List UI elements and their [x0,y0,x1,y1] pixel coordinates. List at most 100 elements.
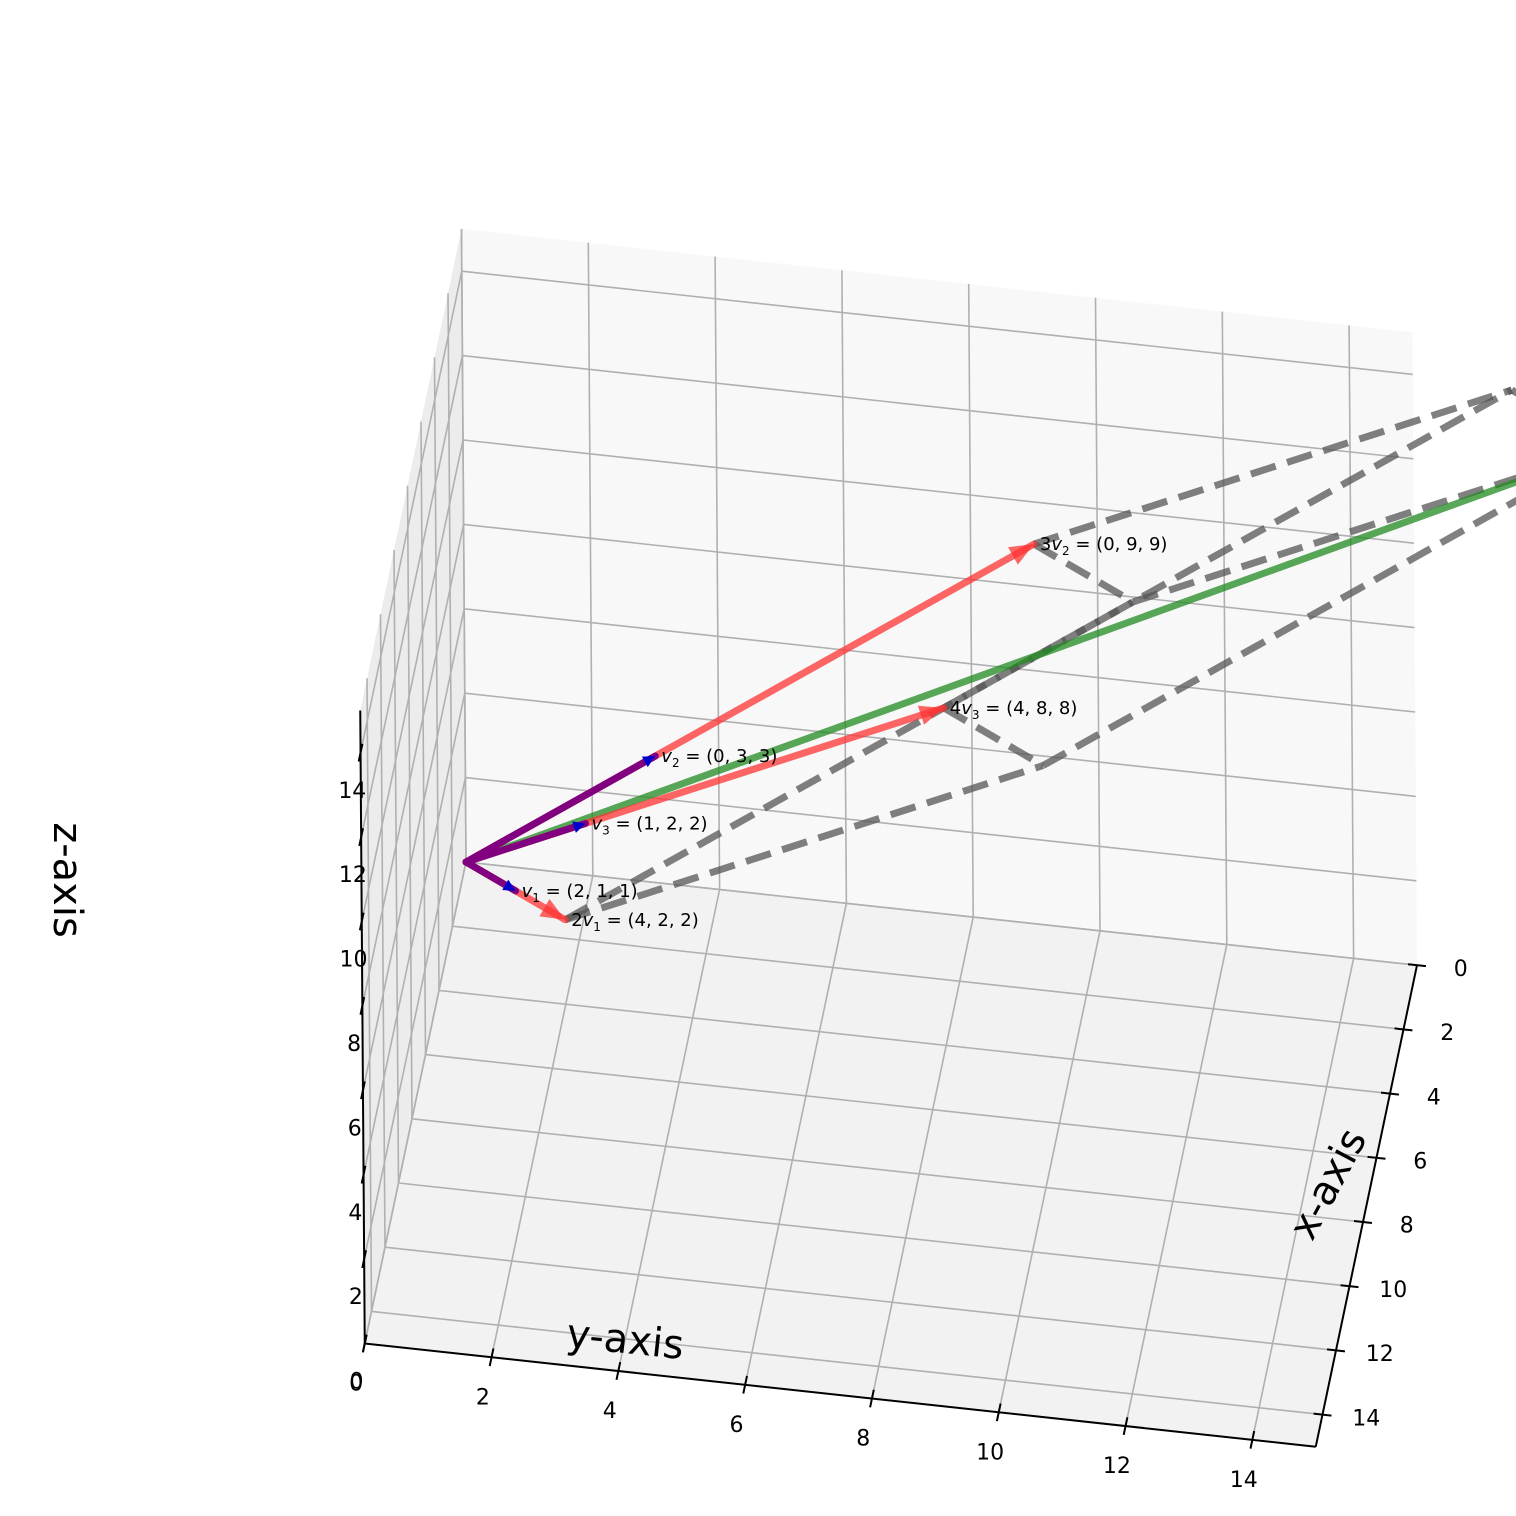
x-axis-line [1314,964,1418,1447]
gridline [461,270,1413,376]
gridline [1348,325,1355,959]
gridline [366,678,373,1312]
gridline [1221,311,1228,945]
gridline [463,523,1415,629]
gridline [464,608,1416,713]
label-2v1: 2v1 = (4, 2, 2) [571,910,699,934]
gridline [462,354,1414,460]
parallelepiped-edge [942,704,1045,769]
gridline [587,242,594,876]
x-tick [1326,1348,1346,1353]
z-tick-label: 0 [350,1370,364,1395]
vectors [462,478,1516,924]
y-tick-label: 14 [1230,1468,1258,1493]
vector-4v3-arrowhead [917,705,944,725]
y-tick [869,1389,875,1408]
gridline [361,524,465,1007]
label-v3: v3 = (1, 2, 2) [591,813,707,837]
parallelepiped-edge [1041,496,1516,769]
x-tick-label: 10 [1379,1278,1407,1303]
vector-v2-arrowhead [641,756,656,768]
y-tick [615,1362,622,1381]
x-tick [1313,1412,1332,1417]
gridline [360,439,464,922]
z-tick-label: 2 [349,1285,363,1310]
gridline [363,861,467,1344]
z-axis-line [359,710,366,1344]
gridline [398,1182,1350,1287]
x-tick [1380,1091,1400,1096]
axis-panes [360,229,1417,1447]
vector-v2 [462,752,659,866]
z-tick-label: 8 [347,1032,361,1057]
parallelepiped-edge [1132,474,1516,606]
gridline [359,271,463,753]
z-tick-label: 4 [348,1201,362,1226]
gridline [464,692,1416,798]
z-tick [359,996,366,1015]
gridline [841,270,848,904]
y-tick [995,1403,1002,1422]
x-tick-label: 0 [1454,957,1468,982]
floor-pane [364,862,1417,1447]
axis-ticks [357,743,1427,1449]
y-tick [1249,1430,1256,1449]
z-tick [361,1334,368,1353]
z-tick [360,1081,366,1100]
y-tick-label: 10 [976,1440,1004,1465]
gridline [362,693,466,1175]
x-tick [1340,1284,1359,1289]
z-tick-label: 14 [338,779,366,804]
gridline [1124,944,1228,1427]
x-tick-label: 12 [1366,1342,1394,1367]
y-tick-label: 6 [730,1413,744,1438]
vector-v1-arrowhead [502,879,516,891]
y-tick-label: 12 [1103,1454,1131,1479]
gridline [411,1118,1364,1223]
gridline [871,916,974,1399]
x-tick-label: 4 [1427,1085,1441,1110]
gridline [379,614,386,1248]
gridline [384,1246,1337,1352]
gridline [452,925,1404,1031]
z-axis-label: z-axis [44,822,90,938]
x-tick [1353,1220,1373,1224]
gridline [462,439,1415,544]
x-tick-label: 6 [1413,1150,1427,1175]
gridline [465,776,1417,882]
gridline [617,889,721,1372]
label-v2: v2 = (0, 3, 3) [661,746,777,770]
x-tick [1407,963,1427,968]
gridline [465,861,1418,966]
y-tick [1122,1417,1129,1436]
gridline [433,357,440,991]
label-v1: v1 = (2, 1, 1) [522,881,638,905]
parallelepiped-edge [1509,386,1516,397]
x-tick-label: 14 [1352,1406,1380,1431]
gridline [460,228,467,863]
gridline [360,355,464,838]
y-tick-label: 2 [476,1385,490,1410]
gridline [371,1310,1323,1416]
label-3v2: 3v2 = (0, 9, 9) [1040,534,1168,558]
y-tick [488,1348,495,1367]
x-tick-label: 2 [1440,1021,1454,1046]
gridline [490,875,594,1358]
x-tick [1394,1027,1413,1032]
parallelepiped-edge [942,386,1514,711]
vector-3v2-arrowhead [1008,544,1034,565]
z-tick [361,1250,367,1269]
gridline [1094,297,1101,931]
parallelepiped-edge [1032,541,1135,605]
gridline [393,549,400,1184]
gridline [362,608,465,1091]
z-tick-label: 6 [348,1116,362,1141]
vector-annotations: v1 = (2, 1, 1) v2 = (0, 3, 3) v3 = (1, 2, … [522,534,1168,934]
parallelepiped-edge [1032,386,1513,548]
axis-lines [359,710,1418,1448]
vector-v3-arrowhead [572,821,586,833]
z-tick [357,743,364,762]
plot-area: v1 = (2, 1, 1) v2 = (0, 3, 3) v3 = (1, 2, … [462,386,1516,934]
z-tick [358,828,364,847]
